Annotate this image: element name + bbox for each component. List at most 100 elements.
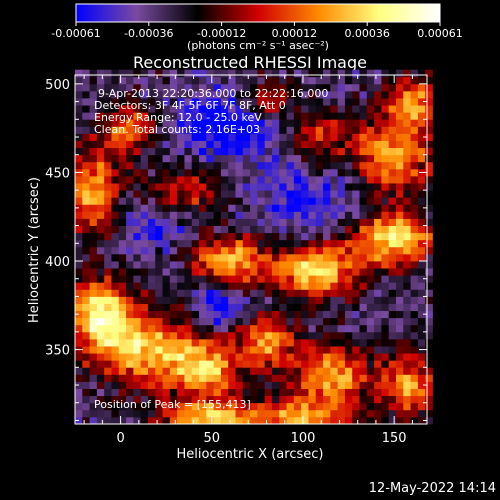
heatmap-cell (403, 225, 411, 234)
heatmap-cell (330, 218, 339, 226)
heatmap-cell (337, 204, 346, 212)
heatmap-cell (403, 204, 411, 212)
heatmap-cell (250, 395, 258, 404)
heatmap-cell (126, 105, 134, 113)
heatmap-cell (89, 310, 98, 319)
heatmap-cell (235, 183, 244, 191)
heatmap-cell (220, 197, 229, 205)
heatmap-cell (264, 346, 273, 354)
heatmap-cell (96, 275, 105, 283)
heatmap-cell (82, 317, 90, 326)
heatmap-cell (169, 388, 178, 397)
heatmap-cell (330, 197, 339, 205)
heatmap-cell (228, 239, 236, 248)
heatmap-cell (111, 289, 120, 297)
heatmap-cell (191, 360, 200, 368)
heatmap-cell (213, 90, 222, 99)
heatmap-cell (366, 183, 375, 191)
heatmap-cell (359, 175, 368, 184)
heatmap-cell (403, 76, 411, 85)
heatmap-cell (228, 282, 236, 290)
heatmap-cell (147, 83, 156, 92)
heatmap-cell (417, 69, 426, 78)
heatmap-cell (308, 388, 317, 397)
heatmap-cell (417, 395, 426, 404)
heatmap-cell (177, 388, 185, 397)
heatmap-cell (206, 211, 215, 219)
heatmap-cell (89, 261, 98, 269)
heatmap-cell (199, 98, 207, 106)
heatmap-cell (417, 239, 426, 248)
heatmap-cell (75, 296, 83, 304)
heatmap-cell (126, 261, 134, 269)
heatmap-cell (308, 246, 317, 255)
heatmap-cell (242, 409, 251, 418)
heatmap-cell (206, 303, 215, 312)
heatmap-cell (177, 239, 185, 248)
heatmap-cell (126, 126, 134, 134)
heatmap-cell (308, 409, 317, 418)
heatmap-cell (323, 317, 331, 326)
heatmap-cell (162, 275, 171, 283)
heatmap-cell (323, 147, 331, 156)
heatmap-cell (425, 402, 433, 411)
heatmap-cell (177, 395, 185, 404)
heatmap-cell (89, 119, 98, 127)
heatmap-cell (359, 388, 368, 397)
timestamp: 12-May-2022 14:14 (368, 481, 496, 496)
heatmap-cell (381, 310, 390, 319)
heatmap-cell (271, 126, 280, 134)
heatmap-cell (140, 289, 149, 297)
heatmap-cell (242, 112, 251, 120)
heatmap-cell (191, 402, 200, 411)
heatmap-cell (147, 225, 156, 234)
heatmap-cell (191, 69, 200, 78)
heatmap-cell (242, 346, 251, 354)
heatmap-cell (308, 76, 317, 85)
heatmap-cell (323, 402, 331, 411)
heatmap-cell (118, 168, 127, 177)
heatmap-cell (220, 204, 229, 212)
heatmap-cell (388, 381, 397, 389)
colorbar-tick-label: 0.00012 (272, 27, 318, 40)
heatmap-cell (169, 346, 178, 354)
annotations: 9-Apr-2013 22:20:36.000 to 22:22:16.000D… (94, 87, 328, 136)
heatmap-cell (133, 360, 142, 368)
heatmap-cell (264, 183, 273, 191)
heatmap-cell (257, 140, 266, 149)
heatmap-cell (220, 381, 229, 389)
heatmap-cell (410, 268, 419, 276)
heatmap-cell (147, 140, 156, 149)
heatmap-cell (104, 211, 112, 219)
heatmap-cell (206, 218, 215, 226)
heatmap-cell (199, 353, 207, 361)
heatmap-cell (403, 126, 411, 134)
heatmap-cell (118, 367, 127, 375)
heatmap-cell (75, 367, 83, 375)
heatmap-cell (337, 154, 346, 163)
heatmap-cell (118, 402, 127, 411)
heatmap-cell (323, 331, 331, 340)
heatmap-cell (140, 275, 149, 283)
heatmap-cell (403, 211, 411, 219)
heatmap-cell (381, 239, 390, 248)
heatmap-cell (89, 76, 98, 85)
heatmap-cell (286, 232, 295, 241)
heatmap-cell (301, 225, 309, 234)
heatmap-cell (323, 268, 331, 276)
heatmap-cell (250, 310, 258, 319)
heatmap-cell (104, 112, 112, 120)
heatmap-cell (220, 69, 229, 78)
heatmap-cell (271, 296, 280, 304)
heatmap-cell (337, 388, 346, 397)
heatmap-cell (126, 140, 134, 149)
heatmap-cell (308, 183, 317, 191)
heatmap-cell (250, 253, 258, 262)
heatmap-cell (337, 211, 346, 219)
heatmap-cell (417, 105, 426, 113)
heatmap-cell (417, 261, 426, 269)
heatmap-cell (89, 303, 98, 312)
heatmap-cell (323, 98, 331, 106)
heatmap-cell (213, 296, 222, 304)
heatmap-cell (235, 381, 244, 389)
